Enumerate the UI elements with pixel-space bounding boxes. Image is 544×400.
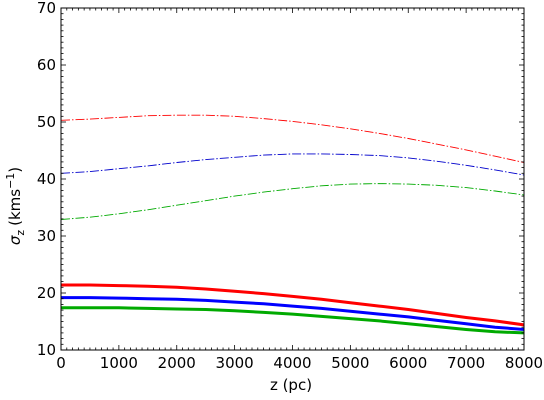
x-tick-label: 5000 [331, 354, 369, 372]
y-axis-label-symbol: σ [6, 235, 24, 245]
y-tick-label: 30 [37, 227, 56, 245]
x-tick-label: 3000 [216, 354, 254, 372]
x-tick-label: 4000 [273, 354, 311, 372]
y-tick-label: 20 [37, 284, 56, 302]
x-tick-label: 6000 [389, 354, 427, 372]
y-axis-label-subscript: z [14, 230, 27, 236]
x-tick-label: 0 [56, 354, 66, 372]
series-line-1 [60, 114, 525, 163]
tick-labels: 0 1000 2000 3000 4000 5000 6000 7000 8000 10 20 30 4… [37, 0, 543, 372]
y-axis-label-exponent: −1 [4, 173, 17, 189]
y-tick-label: 50 [37, 113, 56, 131]
series-line-5 [61, 296, 525, 331]
y-tick-label: 60 [37, 56, 56, 74]
series-line-3 [60, 183, 525, 220]
series-line-4 [61, 283, 525, 327]
y-tick-label: 40 [37, 170, 56, 188]
x-tick-label: 2000 [158, 354, 196, 372]
y-tick-label: 10 [37, 341, 56, 359]
x-tick-label: 7000 [447, 354, 485, 372]
y-axis-label-close: ) [6, 167, 24, 173]
y-axis-label-units: (kms [6, 189, 24, 226]
series-line-2 [60, 153, 525, 176]
plot-frame [60, 7, 525, 351]
y-tick-label: 70 [37, 0, 56, 17]
x-axis-label: z (pc) [270, 376, 312, 394]
plot-lines [60, 114, 525, 335]
y-axis-label: σz (kms−1) [4, 167, 27, 245]
x-tick-label: 1000 [100, 354, 138, 372]
x-tick-label: 8000 [505, 354, 543, 372]
series-line-6 [61, 306, 525, 335]
